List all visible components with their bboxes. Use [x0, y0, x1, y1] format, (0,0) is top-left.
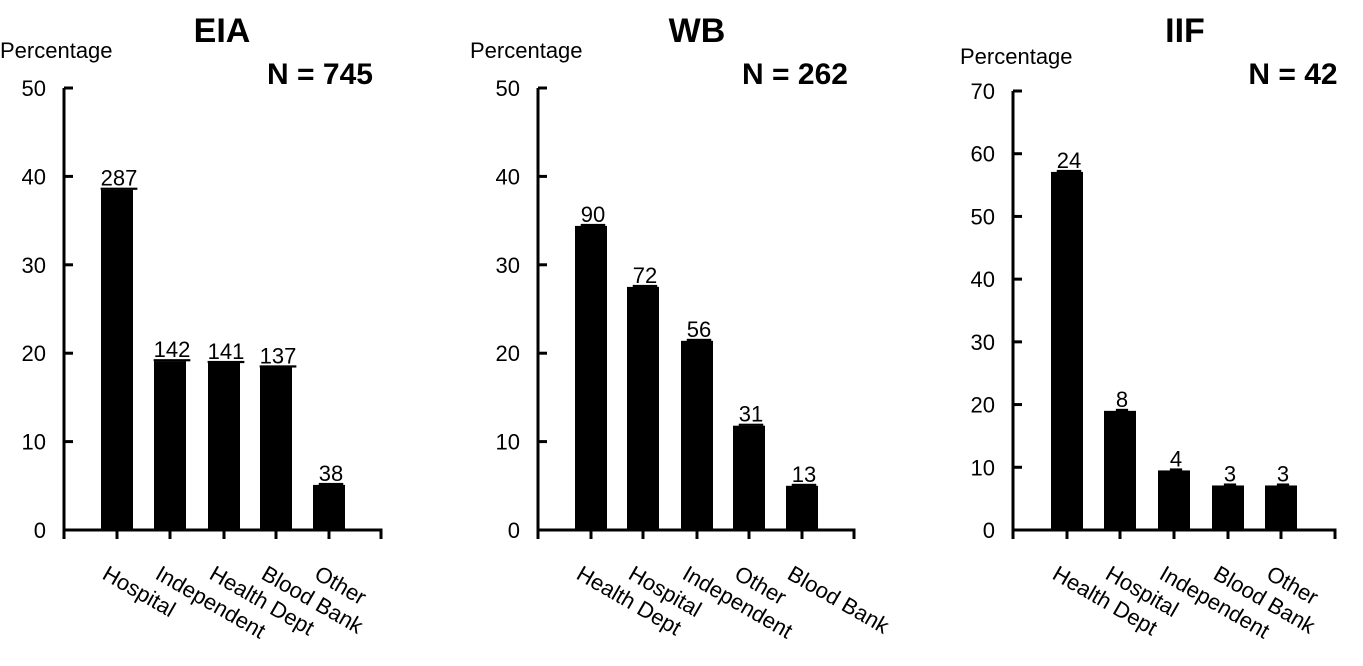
data-label: 3	[1277, 461, 1289, 486]
y-tick-label: 0	[34, 518, 46, 543]
y-tick-label: 30	[971, 330, 995, 355]
y-tick-label: 0	[508, 518, 520, 543]
chart-title: WB	[669, 12, 726, 50]
bar-blood-bank	[260, 367, 292, 530]
y-tick-label: 10	[496, 430, 520, 455]
y-tick-label: 30	[496, 253, 520, 278]
y-tick-label: 50	[971, 204, 995, 229]
y-tick-label: 10	[22, 430, 46, 455]
sample-size-label: N = 745	[267, 58, 373, 91]
y-tick-label: 60	[971, 142, 995, 167]
bar-blood-bank	[1212, 485, 1244, 530]
y-axis-label: Percentage	[0, 38, 113, 63]
y-tick-label: 10	[971, 455, 995, 480]
bar-independent	[681, 340, 713, 530]
data-label: 56	[687, 317, 711, 342]
y-tick-label: 40	[496, 164, 520, 189]
data-label: 90	[581, 202, 605, 227]
y-axis-label: Percentage	[470, 38, 583, 63]
y-tick-label: 0	[983, 518, 995, 543]
bar-health-dept	[208, 362, 240, 530]
bar-other	[1265, 485, 1297, 530]
data-label: 142	[154, 337, 191, 362]
data-label: 72	[633, 263, 657, 288]
x-category-label: Blood Bank	[784, 561, 895, 639]
data-label: 13	[792, 462, 816, 487]
bar-hospital	[627, 286, 659, 530]
y-tick-label: 20	[971, 393, 995, 418]
data-label: 8	[1116, 387, 1128, 412]
bar-health-dept	[575, 225, 607, 531]
data-label: 4	[1170, 446, 1182, 471]
data-label: 287	[101, 166, 138, 191]
y-tick-label: 50	[496, 76, 520, 101]
bar-hospital	[101, 189, 133, 530]
bar-blood-bank	[786, 485, 818, 530]
y-tick-label: 70	[971, 79, 995, 104]
data-label: 24	[1057, 148, 1081, 173]
sample-size-label: N = 262	[742, 58, 848, 91]
bar-other	[733, 425, 765, 530]
y-tick-label: 20	[22, 341, 46, 366]
data-label: 3	[1224, 461, 1236, 486]
y-axis-label: Percentage	[960, 44, 1073, 69]
y-tick-label: 40	[22, 164, 46, 189]
sample-size-label: N = 42	[1248, 58, 1337, 91]
data-label: 141	[208, 339, 245, 364]
y-tick-label: 40	[971, 267, 995, 292]
bar-independent	[154, 361, 186, 530]
chart-title: EIA	[194, 12, 251, 50]
y-tick-label: 20	[496, 341, 520, 366]
bar-hospital	[1104, 410, 1136, 530]
y-tick-label: 50	[22, 76, 46, 101]
bar-health-dept	[1051, 171, 1083, 530]
data-label: 31	[739, 402, 763, 427]
bar-independent	[1158, 470, 1190, 530]
chart-title: IIF	[1165, 12, 1205, 50]
data-label: 137	[260, 343, 297, 368]
data-label: 38	[319, 461, 343, 486]
bar-other	[313, 484, 345, 530]
y-tick-label: 30	[22, 253, 46, 278]
